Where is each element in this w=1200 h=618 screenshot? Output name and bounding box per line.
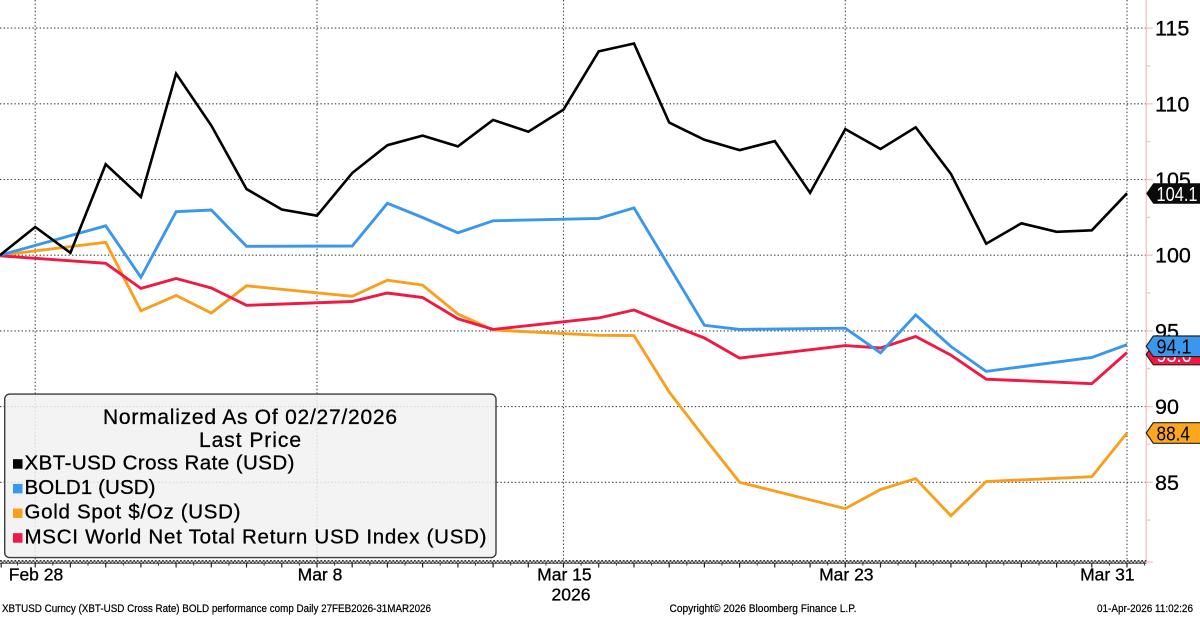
- svg-text:110: 110: [1155, 92, 1189, 116]
- svg-text:MSCI World Net Total Return US: MSCI World Net Total Return USD Index (U…: [25, 525, 487, 548]
- svg-text:Mar 31: Mar 31: [1080, 565, 1134, 585]
- svg-text:Gold Spot $/Oz (USD): Gold Spot $/Oz (USD): [25, 501, 241, 524]
- svg-text:94.1: 94.1: [1157, 337, 1192, 359]
- svg-text:Copyright© 2026 Bloomberg Fina: Copyright© 2026 Bloomberg Finance L.P.: [670, 603, 857, 615]
- svg-text:Mar 15: Mar 15: [537, 565, 591, 585]
- svg-text:85: 85: [1155, 471, 1179, 495]
- svg-text:Mar 23: Mar 23: [819, 565, 873, 585]
- svg-text:Last Price: Last Price: [199, 429, 301, 452]
- svg-text:90: 90: [1155, 395, 1179, 419]
- svg-text:XBT-USD Cross Rate (USD): XBT-USD Cross Rate (USD): [25, 451, 295, 474]
- svg-text:104.1: 104.1: [1157, 184, 1198, 206]
- svg-text:01-Apr-2026 11:02:26: 01-Apr-2026 11:02:26: [1097, 603, 1193, 615]
- svg-text:Mar 8: Mar 8: [298, 565, 343, 585]
- svg-text:Feb 28: Feb 28: [9, 565, 63, 585]
- svg-text:XBTUSD Curncy (XBT-USD Cross R: XBTUSD Curncy (XBT-USD Cross Rate) BOLD …: [2, 603, 431, 615]
- svg-text:115: 115: [1155, 17, 1189, 41]
- svg-text:BOLD1 (USD): BOLD1 (USD): [25, 476, 156, 499]
- svg-text:Normalized As Of 02/27/2026: Normalized As Of 02/27/2026: [103, 406, 397, 429]
- svg-text:100: 100: [1155, 244, 1191, 268]
- svg-text:88.4: 88.4: [1157, 423, 1191, 445]
- svg-text:2026: 2026: [552, 585, 591, 605]
